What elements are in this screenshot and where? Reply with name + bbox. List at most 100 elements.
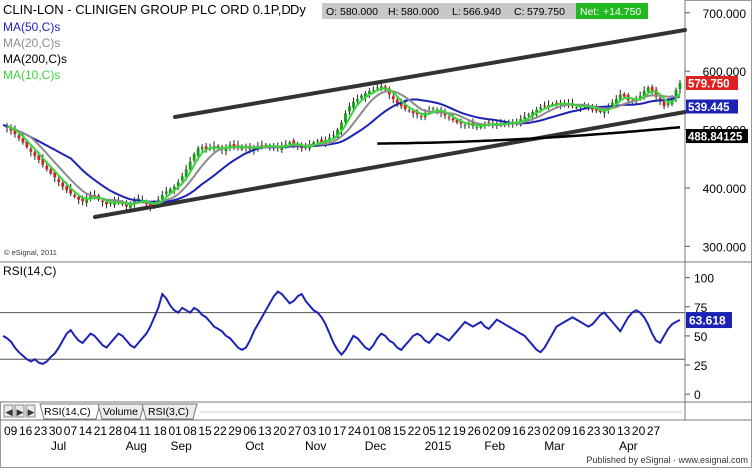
- rsi-last-value: 63.618: [689, 314, 726, 328]
- candle-body: [650, 86, 654, 92]
- rsi-panel[interactable]: [0, 262, 685, 402]
- candle-body: [148, 203, 152, 207]
- candle-body: [105, 201, 108, 205]
- legend-ma20: MA(20,C)s: [3, 36, 60, 50]
- candle-body: [292, 140, 296, 144]
- time-tick-label: 26: [467, 424, 481, 438]
- candle-body: [463, 124, 467, 126]
- candle-body: [411, 110, 415, 114]
- candle-body: [264, 144, 268, 146]
- candle-body: [451, 118, 455, 121]
- price-tick-label: 400.000: [703, 182, 747, 196]
- candle-body: [137, 198, 140, 200]
- price-tick-label: 300.000: [703, 240, 747, 254]
- time-axis-ticks: 09 16 23 30 07 14 21 28 04 11 18 01 08 15 22 29 06 13 20 27…: [4, 424, 661, 438]
- rsi-last-value-background: [686, 312, 732, 329]
- candle-body: [352, 101, 355, 108]
- candle-body: [662, 101, 666, 107]
- time-tick-label: 16: [572, 424, 586, 438]
- legend-ma10: MA(10,C)s: [3, 68, 60, 82]
- candle-body: [232, 144, 236, 148]
- candle-body: [475, 127, 479, 129]
- candle-body: [654, 89, 658, 97]
- chart-title-suffix: Dy: [290, 2, 306, 17]
- price-label-background: [686, 99, 738, 114]
- price-axis-labels: 579.750 539.445 488.84125: [686, 75, 748, 144]
- candle-body: [336, 129, 339, 138]
- esignal-watermark: © eSignal, 2011: [4, 248, 57, 257]
- candle-body: [399, 102, 403, 107]
- candle-body: [642, 91, 646, 98]
- candle-body: [367, 91, 371, 94]
- tab-rsi3[interactable]: [141, 403, 198, 420]
- ohlc-background: [322, 3, 648, 19]
- net-badge: [576, 3, 648, 19]
- candle-body: [403, 104, 407, 110]
- legend-ma50: MA(50,C)s: [3, 20, 60, 34]
- candle-body: [17, 135, 21, 139]
- candle-body: [575, 107, 578, 109]
- ohlc-net: +14.750: [603, 6, 641, 18]
- time-axis-months: Jul Aug Sep Oct Nov Dec 2015 Feb Mar Apr: [51, 439, 638, 453]
- tab-rsi3-label: RSI(3,C): [148, 406, 189, 418]
- tab-rsi14[interactable]: [39, 403, 101, 420]
- candle-body: [356, 99, 359, 102]
- candle-body: [168, 189, 172, 194]
- ohlc-close-label: C:: [514, 6, 525, 18]
- time-tick-label: 01: [168, 424, 182, 438]
- price-label-background: [686, 129, 748, 144]
- candle-body: [340, 122, 343, 131]
- tab-scroll-right-button[interactable]: [14, 404, 25, 418]
- tab-scroll-left-icon: ◀: [6, 407, 13, 417]
- rsi-axis-ticks: 100 75 50 25 0: [685, 272, 714, 402]
- candle-body: [543, 105, 546, 107]
- tab-volume[interactable]: [97, 403, 145, 420]
- candle-body: [371, 89, 375, 91]
- candle-body: [348, 106, 351, 112]
- time-tick-label: 04: [124, 424, 138, 438]
- candle-body: [9, 127, 13, 131]
- candle-body: [21, 138, 25, 143]
- time-tick-label: 08: [183, 424, 197, 438]
- candle-body: [328, 137, 331, 141]
- time-tick-label: 28: [109, 424, 123, 438]
- rsi-tick-label: 25: [694, 359, 708, 373]
- time-tick-label: 03: [303, 424, 317, 438]
- ohlc-low-label: L:: [452, 6, 461, 18]
- time-month-label: Dec: [365, 439, 386, 453]
- time-month-label: Sep: [170, 439, 192, 453]
- tab-scroll-last-button[interactable]: [25, 404, 36, 418]
- time-tick-label: 22: [213, 424, 227, 438]
- tab-scroll-left-button[interactable]: [3, 404, 14, 418]
- time-tick-label: 20: [632, 424, 646, 438]
- rsi-tick-label: 50: [694, 330, 708, 344]
- time-tick-label: 27: [288, 424, 302, 438]
- candle-body: [200, 147, 204, 149]
- candle-body: [184, 169, 188, 178]
- candle-body: [45, 165, 49, 170]
- candle-body: [69, 188, 73, 194]
- candle-body: [379, 86, 383, 89]
- candle-body: [73, 194, 77, 197]
- candle-body: [160, 194, 164, 200]
- time-tick-label: 09: [497, 424, 511, 438]
- candle-body: [610, 102, 614, 106]
- time-month-label: Jul: [51, 439, 66, 453]
- chart-title: CLIN-LON - CLINIGEN GROUP PLC ORD 0.1P,D: [3, 2, 291, 17]
- candle-body: [53, 172, 57, 178]
- candle-body: [523, 116, 527, 120]
- candle-body: [49, 169, 53, 174]
- price-label-background: [686, 75, 738, 90]
- time-month-label: Apr: [619, 439, 638, 453]
- time-month-label: Aug: [126, 439, 147, 453]
- ma200-line: [377, 125, 681, 145]
- candle-body: [164, 191, 168, 194]
- candle-body: [375, 87, 379, 89]
- candle-body: [304, 147, 308, 149]
- candle-body: [172, 186, 176, 190]
- time-tick-label: 08: [378, 424, 392, 438]
- candle-body: [415, 112, 419, 115]
- candle-body: [101, 200, 104, 202]
